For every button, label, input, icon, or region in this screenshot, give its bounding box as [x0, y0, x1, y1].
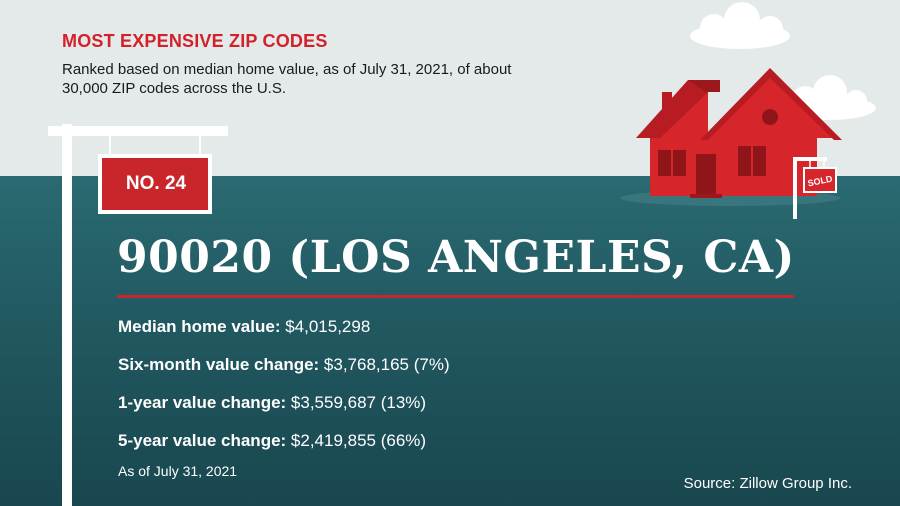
as-of-date: As of July 31, 2021 — [118, 463, 238, 479]
stat-label: 1-year value change: — [118, 393, 287, 412]
signpost — [48, 124, 228, 506]
stat-value: $2,419,855 (66%) — [286, 431, 427, 450]
house-icon — [636, 68, 842, 198]
stat-value: $3,768,165 (7%) — [319, 355, 450, 374]
stats-list: Median home value: $4,015,298 Six-month … — [118, 316, 450, 468]
stat-five-year-change: 5-year value change: $2,419,855 (66%) — [118, 430, 450, 468]
stat-label: 5-year value change: — [118, 431, 287, 450]
source-credit: Source: Zillow Group Inc. — [683, 475, 852, 492]
stat-six-month-change: Six-month value change: $3,768,165 (7%) — [118, 354, 450, 392]
cloud-top-right-icon — [690, 2, 790, 49]
subtitle: Ranked based on median home value, as of… — [62, 61, 512, 97]
chart-kicker: MOST EXPENSIVE ZIP CODES — [62, 31, 328, 51]
stat-label: Six-month value change: — [118, 355, 320, 374]
zip-title: 90020 (LOS ANGELES, CA) — [117, 232, 795, 283]
rank-badge: NO. 24 — [125, 173, 187, 194]
sold-sign: SOLD — [793, 157, 837, 219]
stat-value: $3,559,687 (13%) — [286, 393, 427, 412]
stat-value: $4,015,298 — [280, 317, 371, 336]
stat-one-year-change: 1-year value change: $3,559,687 (13%) — [118, 392, 450, 430]
title-underline — [117, 295, 794, 298]
ground-background — [0, 176, 900, 506]
stat-median-home-value: Median home value: $4,015,298 — [118, 316, 450, 354]
stat-label: Median home value: — [118, 317, 281, 336]
